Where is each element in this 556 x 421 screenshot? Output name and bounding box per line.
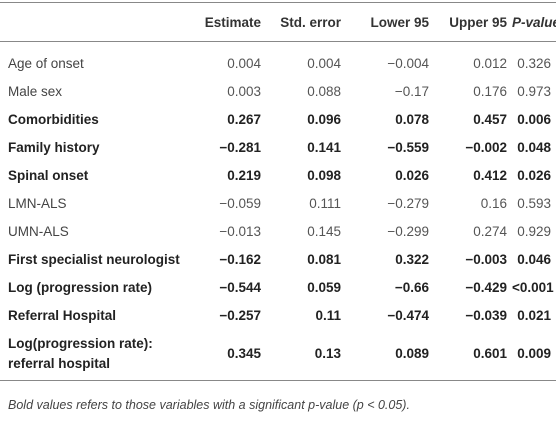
table-row: Male sex 0.003 0.088 −0.17 0.176 0.973 [0,78,556,106]
cell: 0.274 [473,224,507,239]
column-header [0,2,192,42]
column-header: Estimate [192,2,266,42]
cell: 0.219 [227,168,261,183]
cell: 0.048 [517,140,551,155]
cell: 0.009 [512,330,556,381]
table-body: Age of onset 0.004 0.004 −0.004 0.012 0.326 Ma… [0,42,556,381]
cell: 0.145 [307,224,341,239]
cell: <0.001 [512,280,554,295]
cell: 0.026 [517,168,551,183]
cell: 0.026 [395,168,429,183]
cell: −0.002 [465,140,507,155]
cell: 0.929 [517,224,551,239]
cell: −0.004 [387,56,429,71]
cell: −0.559 [387,140,429,155]
table-row: Referral Hospital −0.257 0.11 −0.474 −0.039 0… [0,302,556,330]
row-label: Family history [8,140,100,155]
cell: 0.973 [517,84,551,99]
column-header: Upper 95 [434,2,512,42]
cell: −0.281 [219,140,261,155]
cell: −0.162 [219,252,261,267]
cell: 0.16 [480,196,507,211]
cell: 0.006 [517,112,551,127]
row-label: UMN-ALS [8,224,69,239]
cell: −0.474 [387,308,429,323]
footnote: Bold values refers to those variables wi… [8,398,410,412]
cell: −0.003 [465,252,507,267]
cell: 0.088 [307,84,341,99]
cell: 0.141 [307,140,341,155]
cell: 0.004 [307,56,341,71]
table-row: UMN-ALS −0.013 0.145 −0.299 0.274 0.929 [0,218,556,246]
cell: 0.457 [473,112,507,127]
cell: 0.601 [434,330,512,381]
cell: 0.176 [473,84,507,99]
cell: 0.593 [517,196,551,211]
cell: −0.429 [465,280,507,295]
cell: −0.279 [387,196,429,211]
cell: 0.046 [517,252,551,267]
row-label: LMN-ALS [8,196,67,211]
table-row: First specialist neurologist −0.162 0.081 0… [0,246,556,274]
row-label: First specialist neurologist [8,252,180,267]
table-row: Spinal onset 0.219 0.098 0.026 0.412 0.026 [0,162,556,190]
cell: 0.059 [307,280,341,295]
header-row: Estimate Std. error Lower 95 Upper 95 P-valu… [0,2,556,42]
table-row: Log (progression rate) −0.544 0.059 −0.66 −0… [0,274,556,302]
cell: −0.299 [387,224,429,239]
row-label: Log (progression rate) [8,280,153,295]
cell: 0.012 [473,56,507,71]
table-row: Log(progression rate): referral hospital… [0,330,556,381]
table-row: LMN-ALS −0.059 0.111 −0.279 0.16 0.593 [0,190,556,218]
cell: 0.004 [227,56,261,71]
cell: −0.66 [394,280,429,295]
row-label: Male sex [8,84,63,99]
cell: 0.098 [307,168,341,183]
cell: 0.267 [227,112,261,127]
cell: −0.17 [394,84,429,99]
column-header: Std. error [266,2,346,42]
cell: 0.111 [309,196,341,211]
row-label: Log(progression rate): referral hospital [0,330,192,381]
cell: 0.078 [395,112,429,127]
row-label: Referral Hospital [8,308,117,323]
cell: 0.412 [473,168,507,183]
column-header: Lower 95 [346,2,434,42]
cell: 0.081 [307,252,341,267]
row-label: Spinal onset [8,168,89,183]
cell: −0.059 [219,196,261,211]
cell: 0.11 [315,308,341,323]
row-label: Age of onset [8,56,84,71]
cell: 0.13 [266,330,346,381]
results-table: Estimate Std. error Lower 95 Upper 95 P-valu… [0,2,556,381]
cell: 0.089 [346,330,434,381]
cell: 0.322 [395,252,429,267]
table-row: Family history −0.281 0.141 −0.559 −0.002 0.0… [0,134,556,162]
cell: 0.326 [517,56,551,71]
cell: −0.039 [465,308,507,323]
cell: 0.096 [307,112,341,127]
cell: −0.013 [219,224,261,239]
cell: −0.544 [219,280,261,295]
row-label: Comorbidities [8,112,99,127]
cell: −0.257 [219,308,261,323]
cell: 0.345 [192,330,266,381]
column-header: P-value [512,2,556,42]
cell: 0.003 [227,84,261,99]
table-row: Comorbidities 0.267 0.096 0.078 0.457 0.006 [0,106,556,134]
cell: 0.021 [517,308,551,323]
table-row: Age of onset 0.004 0.004 −0.004 0.012 0.326 [0,42,556,79]
